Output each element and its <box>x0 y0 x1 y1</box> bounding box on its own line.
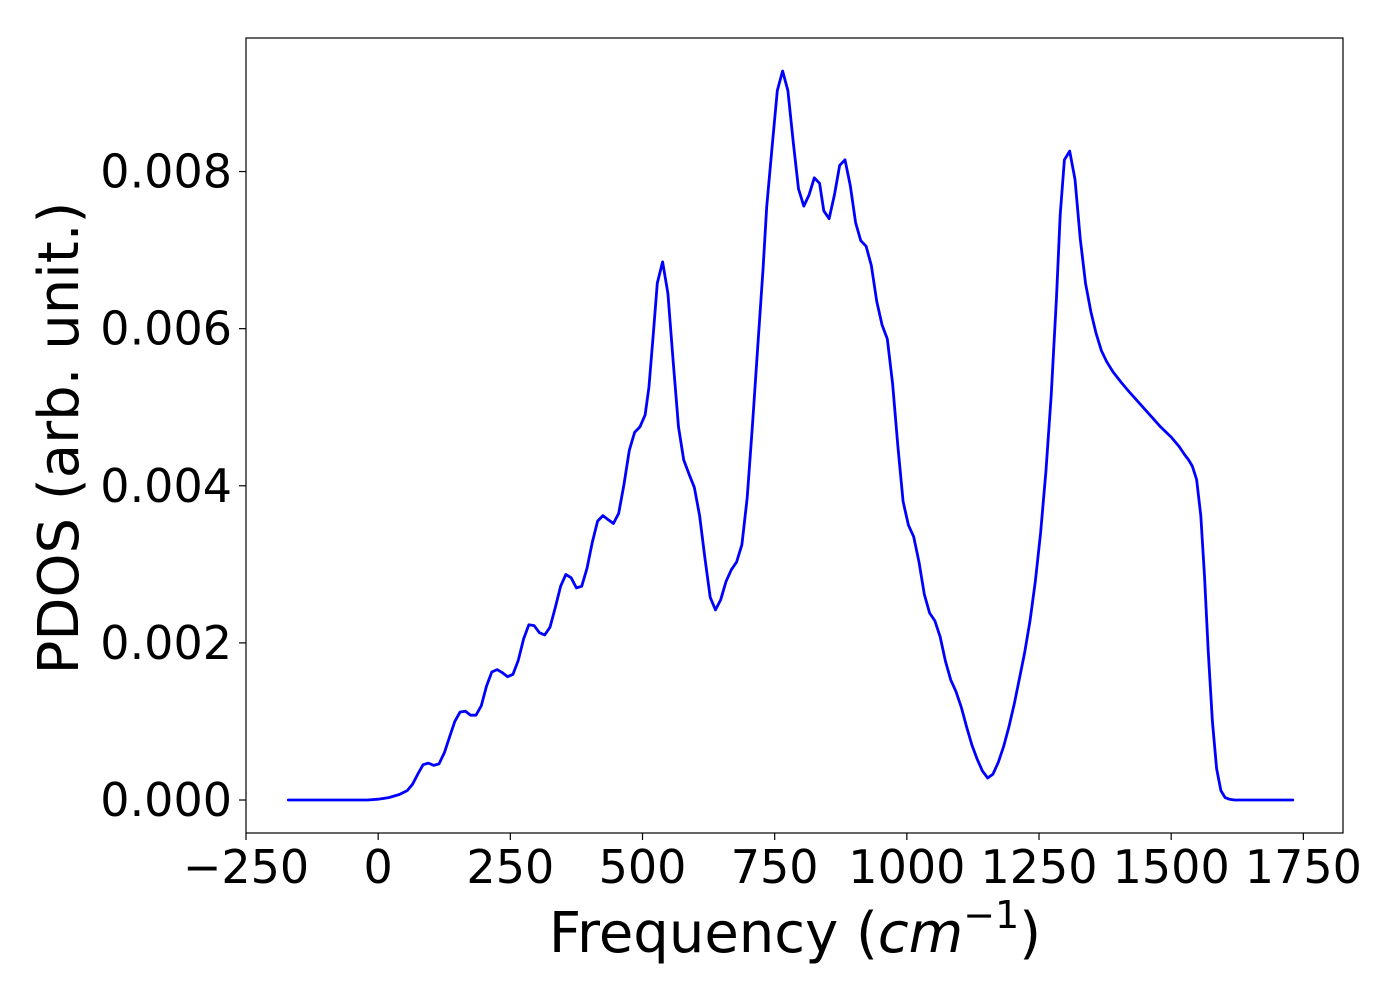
x-tick-label: −250 <box>183 840 309 894</box>
y-tick-label: 0.000 <box>100 773 232 827</box>
x-tick-label: 0 <box>364 840 393 894</box>
x-axis: −250 0 250 500 750 1000 1250 1500 1750 <box>183 833 1362 894</box>
x-axis-label-close: ) <box>1019 901 1041 966</box>
y-tick-label: 0.008 <box>100 145 232 199</box>
y-tick-label: 0.002 <box>100 616 232 670</box>
y-tick-label: 0.006 <box>100 302 232 356</box>
x-axis-label-exponent: −1 <box>963 893 1019 937</box>
x-tick-label: 500 <box>599 840 687 894</box>
series-layer <box>286 69 1295 802</box>
x-axis-label: Frequency (cm−1) <box>549 893 1041 966</box>
plot-area <box>245 37 1344 834</box>
plot-frame <box>245 37 1344 834</box>
x-tick-label: 1500 <box>1113 840 1230 894</box>
x-tick-label: 250 <box>466 840 554 894</box>
y-axis-label: PDOS (arb. unit.) <box>27 202 92 675</box>
x-tick-label: 1000 <box>848 840 965 894</box>
x-axis-label-unit: cm <box>878 901 963 966</box>
x-tick-label: 1250 <box>980 840 1097 894</box>
x-axis-label-main: Frequency ( <box>549 901 878 966</box>
y-tick-label: 0.004 <box>100 459 232 513</box>
x-tick-label: 1750 <box>1245 840 1362 894</box>
y-axis: 0.000 0.002 0.004 0.006 0.008 <box>100 145 246 827</box>
series-line-0 <box>286 69 1295 802</box>
x-tick-label: 750 <box>731 840 819 894</box>
